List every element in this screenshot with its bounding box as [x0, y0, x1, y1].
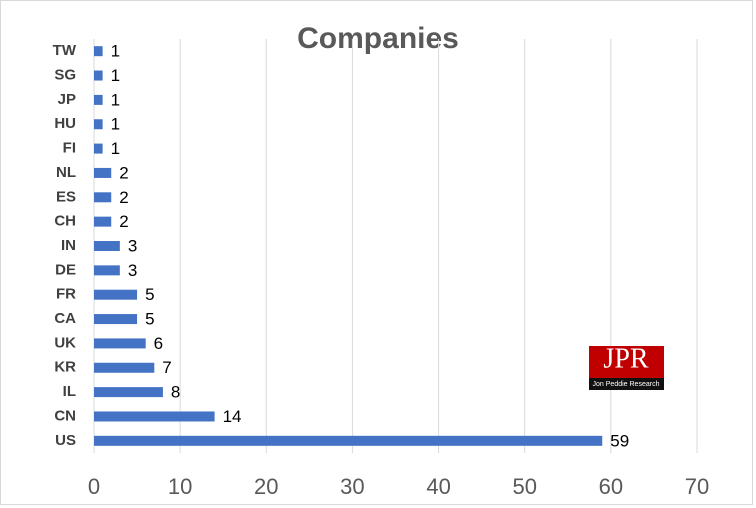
y-tick-label: CH [54, 213, 76, 230]
x-tick-label: 20 [254, 474, 278, 499]
data-label: 5 [145, 310, 154, 329]
data-label: 2 [119, 188, 128, 207]
data-label: 1 [111, 66, 120, 85]
data-label: 1 [111, 115, 120, 134]
logo-strip [589, 378, 664, 390]
bar [94, 387, 163, 398]
bar [94, 216, 112, 227]
data-label: 5 [145, 285, 154, 304]
logo-name: Jon Peddie Research [593, 381, 660, 388]
data-label: 2 [119, 212, 128, 231]
bar [94, 435, 603, 446]
y-tick-label: FI [63, 140, 76, 157]
y-tick-label: US [55, 432, 76, 449]
x-tick-label: 40 [426, 474, 450, 499]
y-tick-label: SG [54, 66, 76, 83]
y-tick-label: CA [54, 310, 76, 327]
bar [94, 265, 120, 276]
data-label: 1 [111, 139, 120, 158]
data-label: 7 [162, 358, 171, 377]
data-label: 2 [119, 163, 128, 182]
y-tick-label: KR [54, 359, 76, 376]
bar [94, 338, 146, 349]
data-label: 14 [223, 407, 242, 426]
bar [94, 241, 120, 251]
bar [94, 70, 103, 81]
bar [94, 192, 112, 203]
x-tick-label: 0 [88, 474, 100, 499]
x-tick-label: 30 [340, 474, 364, 499]
data-label: 1 [111, 90, 120, 109]
data-label: 8 [171, 383, 180, 402]
y-tick-label: FR [56, 286, 76, 303]
y-tick-label: JP [58, 91, 76, 108]
bar [94, 94, 103, 105]
bar [94, 314, 138, 325]
chart-title: Companies [297, 22, 459, 55]
y-tick-label: DE [55, 261, 76, 278]
y-tick-label: NL [56, 164, 76, 181]
bar [94, 362, 155, 373]
y-tick-label: UK [54, 334, 76, 351]
y-tick-label: TW [53, 42, 77, 59]
bar [94, 143, 103, 154]
bar [94, 289, 138, 300]
data-label: 1 [111, 42, 120, 61]
y-tick-label: CN [54, 407, 76, 424]
y-tick-label: HU [54, 115, 76, 132]
bar [94, 46, 103, 57]
y-tick-label: IN [61, 237, 76, 254]
logo: JPR Jon Peddie Research [589, 343, 664, 390]
x-tick-label: 50 [512, 474, 536, 499]
y-tick-label: IL [63, 383, 76, 400]
bar [94, 167, 112, 178]
x-tick-label: 70 [685, 474, 709, 499]
bar [94, 411, 215, 422]
data-label: 6 [154, 334, 163, 353]
data-label: 3 [128, 236, 137, 255]
data-label: 3 [128, 261, 137, 280]
x-tick-label: 60 [599, 474, 623, 499]
data-label: 59 [610, 431, 629, 450]
bar [94, 119, 103, 130]
y-tick-label: ES [56, 188, 76, 205]
x-tick-label: 10 [168, 474, 192, 499]
logo-mark: JPR [603, 343, 648, 374]
